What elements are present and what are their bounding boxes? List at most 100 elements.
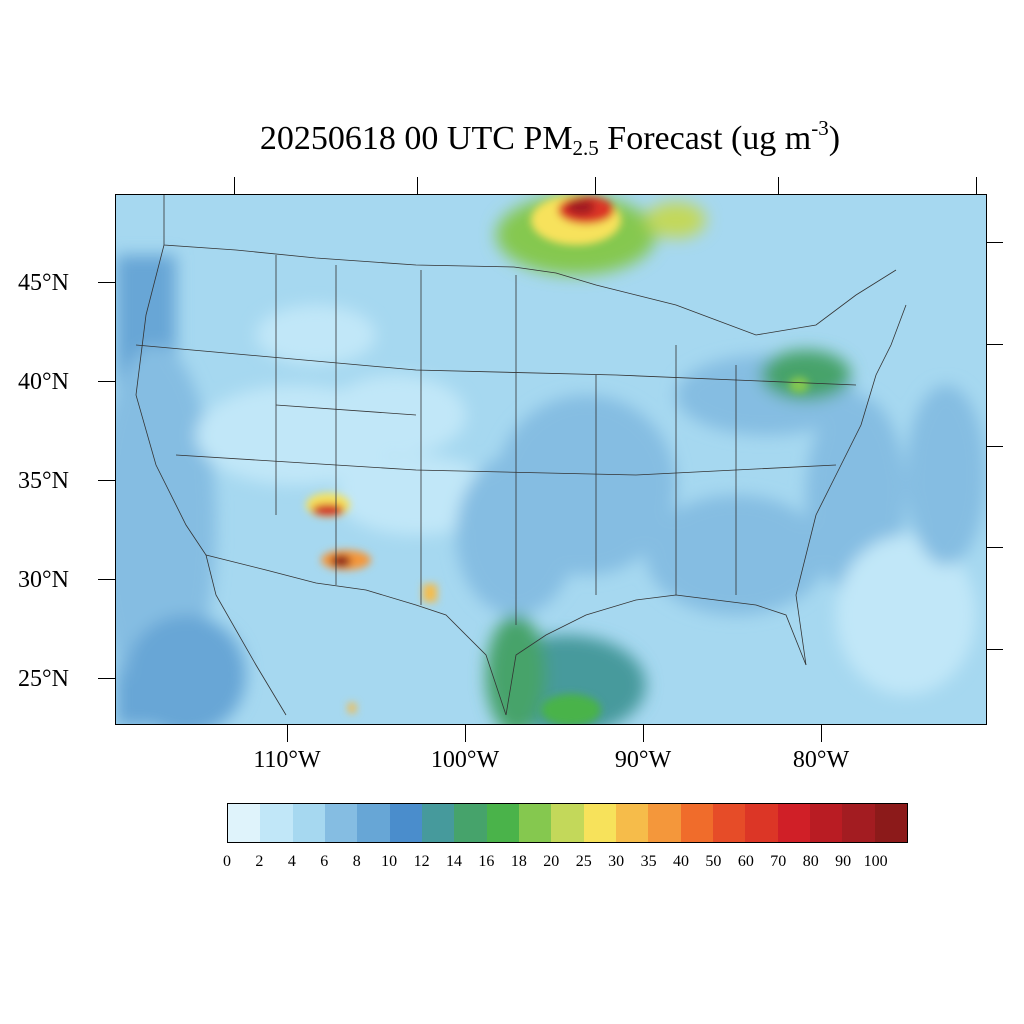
colorbar-box <box>745 804 778 842</box>
colorbar-box <box>324 804 358 842</box>
map-boundaries <box>135 195 907 716</box>
colorbar-label: 80 <box>802 853 819 870</box>
right-tick <box>987 344 1003 345</box>
us-mexico-border <box>205 554 507 716</box>
top-tick <box>595 177 596 194</box>
colorbar-box <box>486 804 519 842</box>
colorbar-label: 10 <box>381 853 398 870</box>
arizona-plume-red <box>312 504 344 516</box>
pm25-map <box>116 195 986 724</box>
colorbar-box <box>648 804 681 842</box>
canada-plume-core <box>567 199 595 215</box>
colorbar-box <box>357 804 390 842</box>
bottom-tick <box>643 725 644 742</box>
colorbar <box>227 803 908 843</box>
title-subscript: 2.5 <box>572 136 599 160</box>
colorbar-box <box>260 804 293 842</box>
top-tick <box>417 177 418 194</box>
colorbar-box <box>389 804 422 842</box>
lon-label-90w: 90°W <box>614 747 672 773</box>
lon-label-100w: 100°W <box>430 747 500 773</box>
texas-west-hotspot <box>423 584 437 602</box>
colorbar-label: 70 <box>770 853 787 870</box>
state-line-7 <box>275 404 417 416</box>
lon-label-110w: 110°W <box>253 747 321 773</box>
colorbar-box <box>583 804 616 842</box>
colorbar-box <box>615 804 649 842</box>
colorbar-box <box>228 804 261 842</box>
canada-us-border <box>163 195 897 336</box>
colorbar-label: 20 <box>543 853 560 870</box>
colorbar-box <box>551 804 584 842</box>
colorbar-label: 0 <box>223 853 231 870</box>
bottom-tick <box>821 725 822 742</box>
mexico-pacific-field <box>126 615 246 724</box>
northeast-band <box>761 350 851 400</box>
gulf-coast <box>505 594 807 716</box>
title-units: Forecast (ug m <box>598 120 812 157</box>
pm25-map-panel <box>115 194 987 725</box>
northeast-hotspot <box>789 377 809 393</box>
colorbar-label: 4 <box>287 853 296 870</box>
lat-label-35n: 35°N <box>18 468 69 494</box>
colorbar-label: 60 <box>737 853 754 870</box>
left-tick <box>98 678 115 679</box>
left-tick <box>98 579 115 580</box>
lat-label-40n: 40°N <box>18 369 69 395</box>
right-tick <box>987 649 1003 650</box>
colorbar-box <box>421 804 455 842</box>
montana-clean <box>256 305 376 365</box>
colorbar-box <box>842 804 875 842</box>
colorbar-label: 30 <box>608 853 625 870</box>
top-tick <box>778 177 779 194</box>
left-tick <box>98 381 115 382</box>
colorbar-box <box>454 804 487 842</box>
left-tick <box>98 480 115 481</box>
colorbar-label: 100 <box>863 853 888 870</box>
colorbar-box <box>874 804 907 842</box>
colorbar-label: 12 <box>413 853 430 870</box>
top-tick <box>976 177 977 194</box>
colorbar-label: 25 <box>575 853 592 870</box>
atlantic-clean <box>836 535 976 695</box>
lat-label-45n: 45°N <box>18 270 69 296</box>
colorado-clean <box>326 375 466 455</box>
colorbar-label: 50 <box>705 853 722 870</box>
colorbar-label: 8 <box>352 853 361 870</box>
title-close-paren: ) <box>828 120 841 157</box>
title-superscript: -3 <box>811 116 829 140</box>
pm25-hotspots <box>306 195 809 724</box>
gulf-coast-texas-hotspot <box>541 694 601 724</box>
lat-label-30n: 30°N <box>18 567 69 593</box>
lat-label-25n: 25°N <box>18 666 69 692</box>
mexico-south-hotspot <box>348 703 356 713</box>
colorbar-label: 90 <box>835 853 852 870</box>
colorbar-label: 2 <box>255 853 264 870</box>
colorbar-label: 16 <box>478 853 495 870</box>
left-tick <box>98 282 115 283</box>
atlantic-moderate <box>906 385 986 565</box>
colorbar-box <box>518 804 552 842</box>
canada-ne-plume <box>646 202 706 238</box>
map-title: 20250618 00 UTC PM2.5 Forecast (ug m-3) <box>0 118 1024 159</box>
colorbar-label: 35 <box>640 853 657 870</box>
pacific-offshore-field <box>116 345 216 705</box>
title-text: 20250618 00 UTC PM <box>259 120 573 157</box>
east-coast <box>795 304 907 666</box>
colorbar-box <box>777 804 810 842</box>
right-tick <box>987 242 1003 243</box>
right-tick <box>987 446 1003 447</box>
right-tick <box>987 547 1003 548</box>
bottom-tick <box>287 725 288 742</box>
top-tick <box>234 177 235 194</box>
bottom-tick <box>465 725 466 742</box>
colorbar-label: 6 <box>320 853 329 870</box>
west-interior-clean-2 <box>336 455 496 535</box>
arizona-south-core <box>331 555 351 567</box>
us-west-coast <box>135 244 287 716</box>
colorbar-label: 14 <box>446 853 462 870</box>
colorbar-box <box>680 804 713 842</box>
colorbar-box <box>809 804 843 842</box>
colorbar-label: 18 <box>510 853 527 870</box>
gulf-field-west <box>486 615 546 724</box>
